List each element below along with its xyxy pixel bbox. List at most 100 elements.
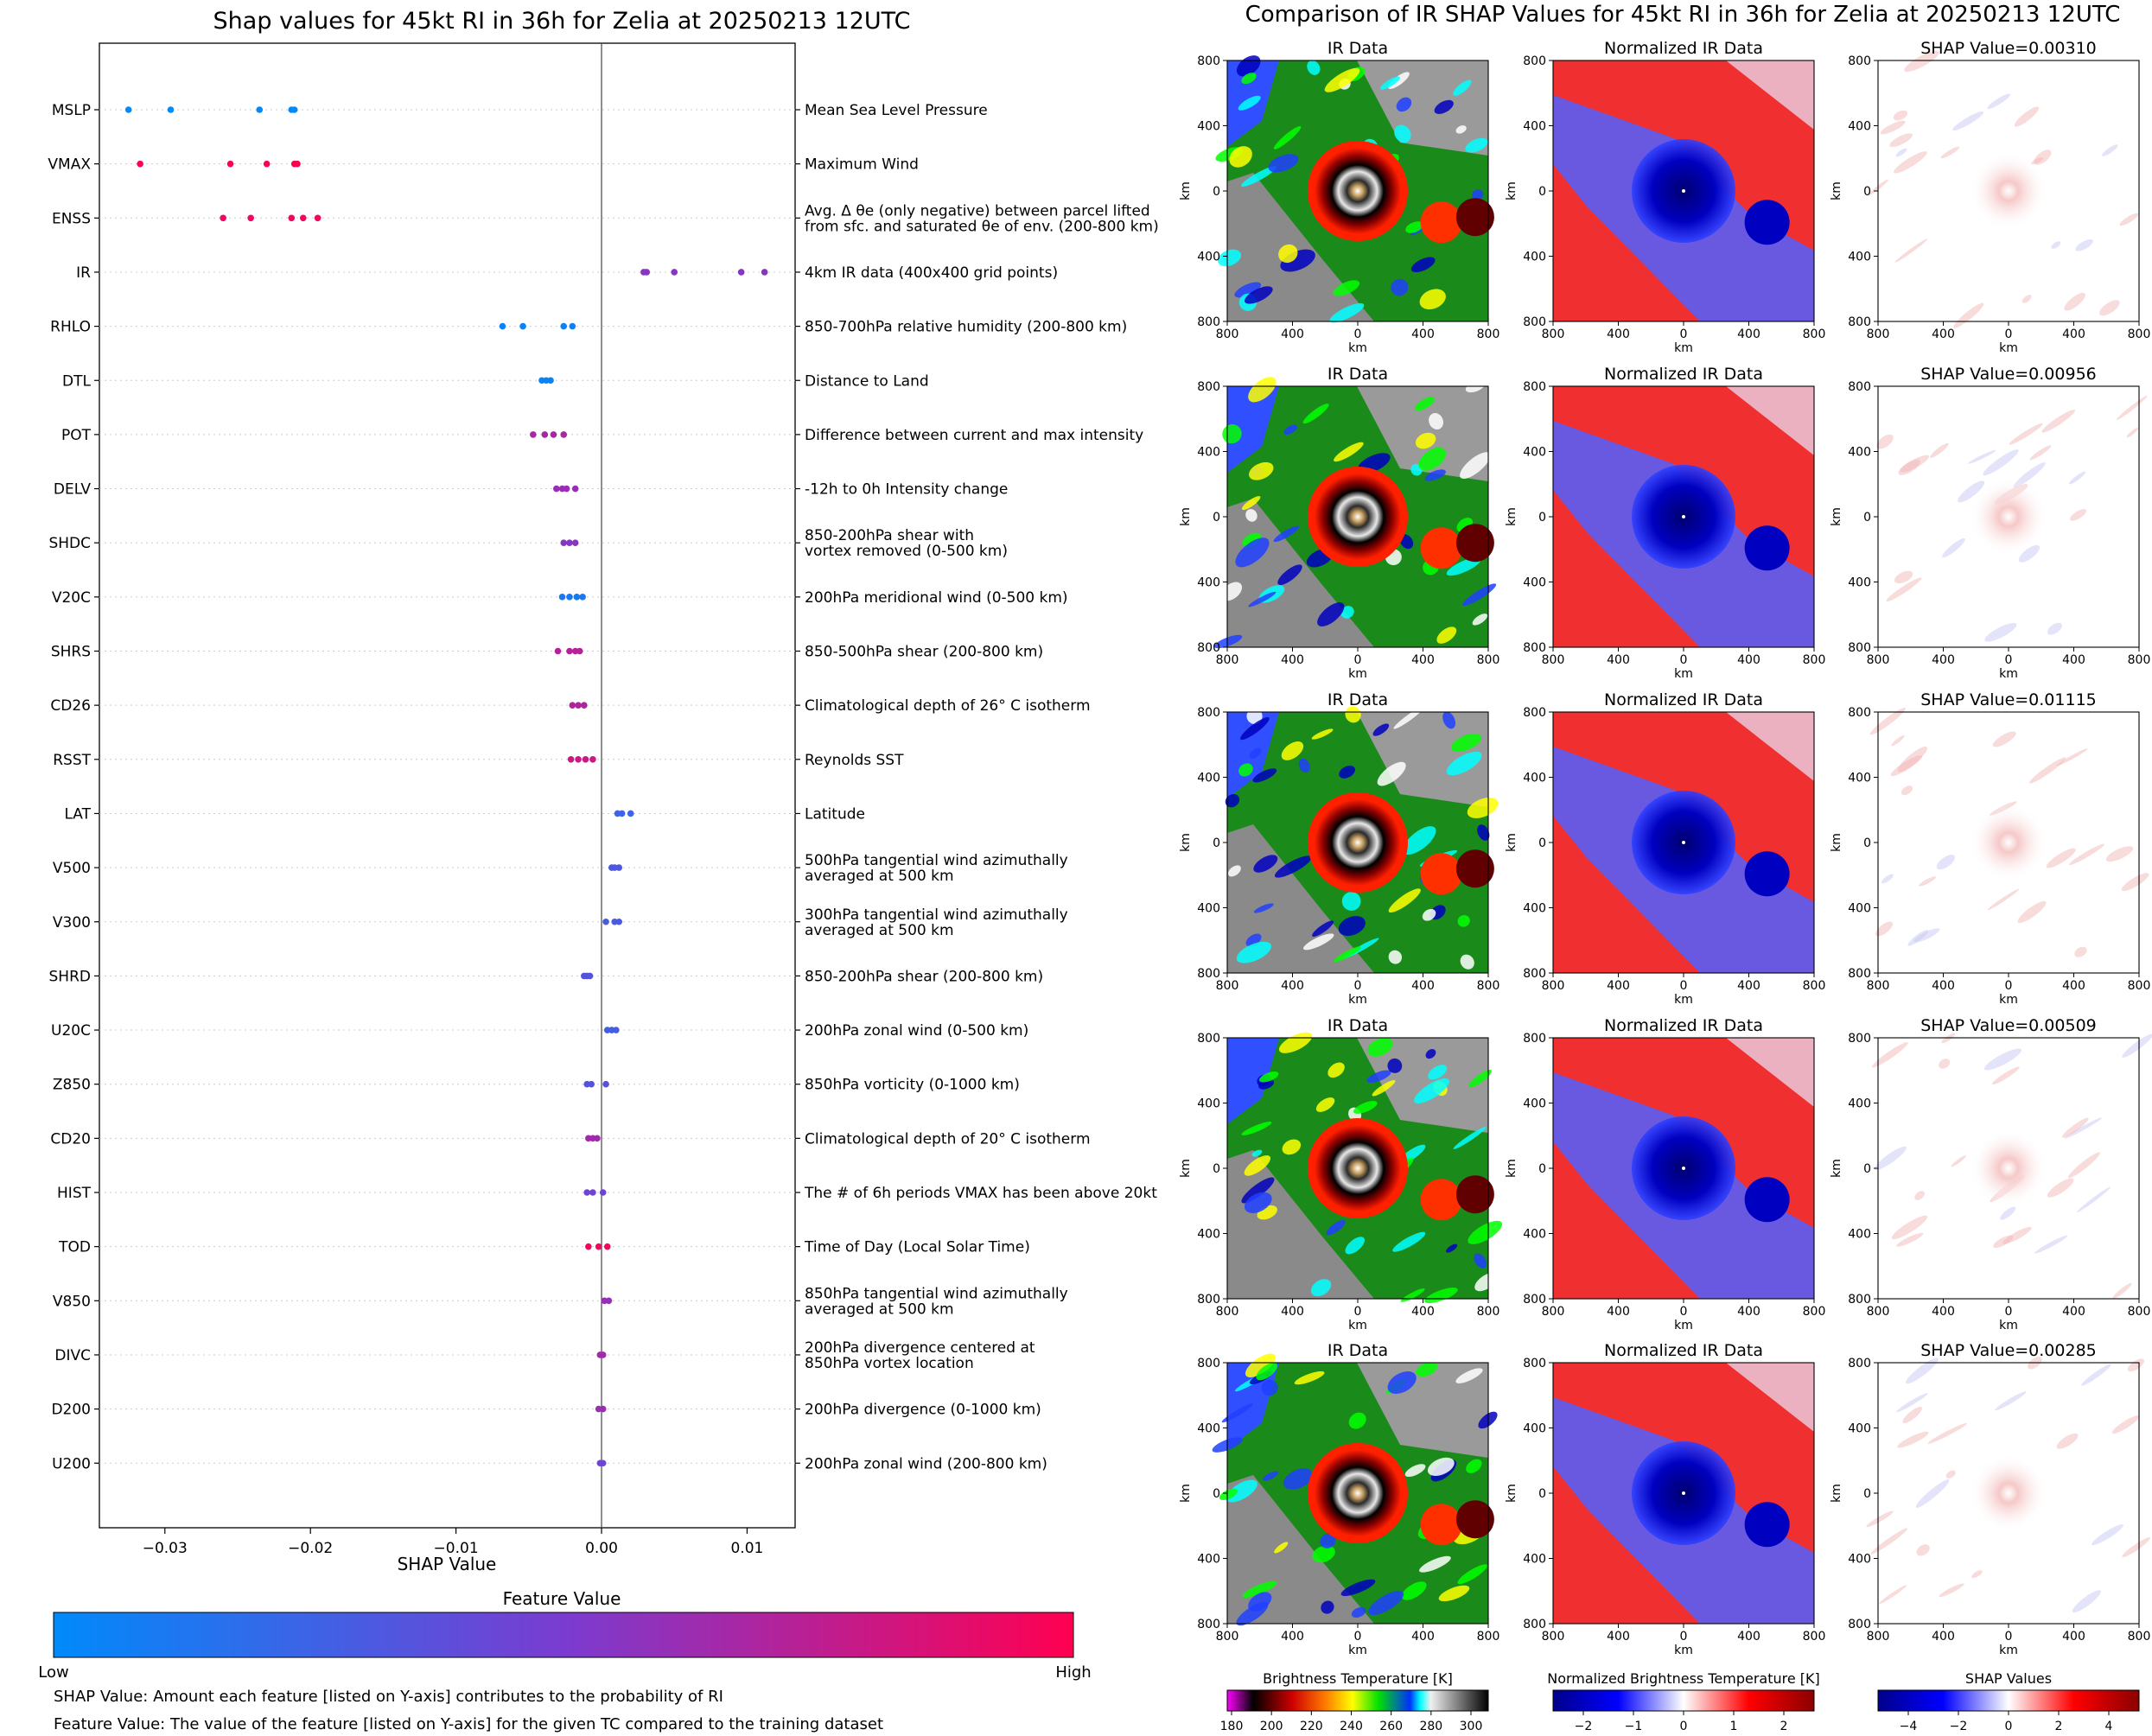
shap-streak [1879,1585,1907,1605]
cloud-feature [1244,286,1273,304]
shap-streak [2051,241,2061,249]
shap-point-mslp [167,106,175,113]
shap-streak [1901,785,1913,796]
cloud-feature [1273,126,1302,149]
x-tick-label: 400 [1411,327,1435,341]
shap-streak [2018,544,2041,563]
cloud-feature [1241,166,1277,188]
cyclone-eye [1315,1125,1401,1211]
cloud-feature [1283,1468,1314,1490]
x-tick-label: 400 [1932,1630,1955,1644]
shap-core [1970,804,2047,881]
cloud-feature [1428,1065,1448,1080]
shap-point-rsst [582,756,589,763]
x-tick-label: 400 [1737,979,1760,993]
y-tick-label: 0 [1538,1487,1546,1501]
feature-desc-hist: The # of 6h periods VMAX has been above … [804,1185,1157,1202]
cloud-feature [1465,137,1488,153]
cloud-feature [1283,424,1298,435]
shap-streak [1897,746,1927,773]
shap-streak [1916,1544,1930,1556]
shap-core [1970,1454,2047,1532]
cloud-feature [1410,257,1436,273]
shap-point-v500 [615,864,623,871]
cloud-feature [1327,1062,1345,1078]
x-tick-label: 800 [1803,1305,1826,1319]
y-axis-label: km [1830,181,1843,200]
colorbar-tick-label: 220 [1300,1720,1323,1733]
eye-center [1682,1491,1685,1495]
x-tick-label: 400 [1411,1630,1435,1644]
y-tick-label: 400 [1523,120,1546,134]
y-axis-label: km [1505,1159,1518,1178]
shap-points [124,106,768,1467]
feature-code-pot: POT [61,427,92,444]
x-tick-label: 800 [1477,653,1500,667]
cloud-feature [1238,763,1253,777]
x-tick-label: 800 [2128,1630,2151,1644]
shap-core [1970,1129,2047,1207]
x-tick-label: 400 [1281,327,1304,341]
shap-point-vmax [137,160,143,168]
cloud-feature [1396,97,1412,112]
feature-desc-ir: 4km IR data (400x400 grid points) [805,264,1058,282]
x-axis-label: km [1348,667,1367,681]
shap-streak [2105,846,2134,862]
colorbar-tick-label: 200 [1260,1720,1283,1733]
y-tick-label: 800 [1197,315,1220,329]
shap-point-cd20 [594,1135,601,1142]
y-tick-label: 0 [1213,511,1220,525]
shap-point-shrs [566,647,573,655]
cloud-feature [1307,60,1321,75]
x-tick-label: 400 [1932,327,1955,341]
x-axis-label: km [1674,993,1693,1007]
cold-cell [1744,200,1790,245]
cloud-feature [1334,442,1364,462]
shap-point-rsst [589,756,596,763]
shap-point-mslp [290,106,298,113]
cloud-feature [1248,591,1277,607]
panel-title: SHAP Value=0.00509 [1920,1016,2097,1035]
x-tick-label: 800 [2128,653,2151,667]
x-tick-label: 400 [2062,1305,2085,1319]
x-tick-label: 400 [1737,1630,1760,1644]
x-tick-label: 400 [1932,979,1955,993]
x-axis-label: km [1348,1319,1367,1332]
cloud-feature [1455,1368,1483,1383]
cloud-feature [1274,1542,1289,1554]
cloud-feature [1282,1139,1302,1155]
y-tick-label: 0 [1538,836,1546,850]
cloud-feature [1302,933,1334,951]
cloud-feature [1317,602,1345,626]
x-tick-label: 800 [1867,979,1890,993]
shap-streak [1894,570,1913,584]
x-tick-label: 0 [2005,1630,2013,1644]
y-tick-label: 400 [1197,120,1220,134]
colorbar-tick-label: 0 [2005,1720,2013,1733]
shap-streak [2064,1117,2102,1139]
y-tick-label: 800 [1523,54,1546,68]
shap-point-v20c [579,594,586,601]
x-axis-label: km [1999,1644,2018,1657]
feature-desc-rsst: Reynolds SST [805,752,904,769]
shap-point-ir [761,269,768,276]
cloud-feature [1277,564,1302,585]
cloud-feature [1367,1037,1393,1057]
cloud-feature [1329,302,1365,323]
shap-point-enss [299,214,307,222]
feature-code-tod: TOD [58,1239,91,1256]
cloud-feature [1465,380,1486,393]
cloud-feature [1462,583,1497,607]
colorbar-1: Brightness Temperature [K] 180 200 220 240 26… [1220,1670,1489,1733]
convective-cell [1455,1175,1494,1214]
cloud-feature [1455,125,1467,134]
y-tick-label: 800 [1848,1032,1871,1046]
y-axis-label: km [1830,833,1843,852]
y-axis-label: km [1830,1484,1843,1503]
normalized-ir-panel: 80080040040000400400800800kmkmNormalized… [1505,1016,1825,1332]
x-tick-label: 400 [1411,1305,1435,1319]
feature-desc-v850: averaged at 500 km [805,1300,954,1318]
x-tick-label: 800 [1477,327,1500,341]
